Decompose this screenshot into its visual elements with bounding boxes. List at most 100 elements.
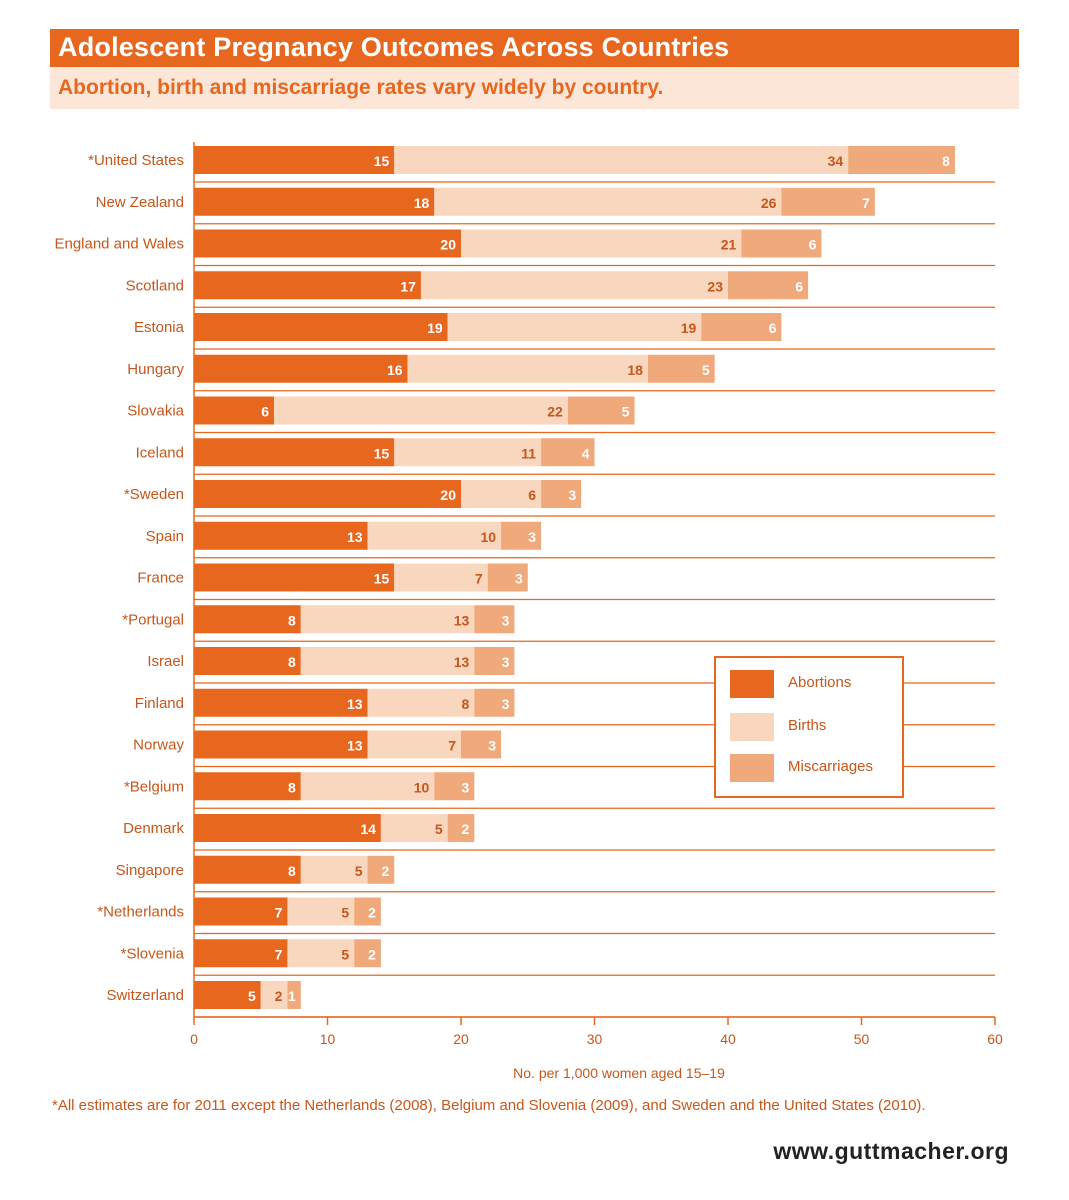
bar-births-sweden bbox=[461, 480, 542, 508]
category-label: England and Wales bbox=[54, 236, 184, 253]
data-label: 18 bbox=[414, 195, 430, 211]
category-label: Hungary bbox=[127, 361, 184, 378]
bar-births-israel bbox=[300, 647, 475, 675]
data-label: 3 bbox=[568, 487, 576, 503]
data-label: 3 bbox=[515, 571, 523, 587]
x-tick-label: 50 bbox=[854, 1031, 870, 1047]
x-tick-label: 20 bbox=[453, 1031, 469, 1047]
legend-swatch-miscarriages bbox=[730, 754, 774, 782]
data-label: 2 bbox=[381, 863, 389, 879]
bar-abortions-iceland bbox=[194, 438, 395, 467]
bar-births-iceland bbox=[394, 438, 542, 467]
data-label: 26 bbox=[761, 195, 777, 211]
bar-abortions-france bbox=[194, 563, 395, 592]
subtitle-bar: Abortion, birth and miscarriage rates va… bbox=[50, 67, 1019, 109]
bar-births-netherlands bbox=[287, 897, 355, 926]
data-label: 3 bbox=[502, 612, 510, 628]
bar-miscarriages-portugal bbox=[474, 605, 515, 634]
chart-title: Adolescent Pregnancy Outcomes Across Cou… bbox=[58, 32, 730, 62]
data-label: 13 bbox=[454, 654, 470, 670]
category-label: Norway bbox=[133, 737, 184, 754]
bar-miscarriages-estonia bbox=[701, 313, 782, 341]
bar-births-spain bbox=[367, 521, 502, 550]
bar-births-newzealand bbox=[434, 187, 782, 216]
data-label: 15 bbox=[374, 153, 390, 169]
category-label: *Netherlands bbox=[97, 904, 184, 921]
data-label: 3 bbox=[462, 779, 470, 795]
category-label: Israel bbox=[147, 653, 184, 670]
bar-miscarriages-france bbox=[487, 563, 528, 592]
bar-abortions-finland bbox=[194, 688, 368, 717]
x-tick-label: 40 bbox=[720, 1031, 736, 1047]
data-label: 17 bbox=[400, 278, 416, 294]
bar-abortions-switzerland bbox=[194, 981, 261, 1009]
legend-label-miscarriages: Miscarriages bbox=[788, 758, 874, 775]
data-label: 6 bbox=[261, 404, 269, 420]
data-label: 5 bbox=[341, 905, 349, 921]
data-label: 14 bbox=[360, 821, 376, 837]
category-label: Singapore bbox=[116, 862, 184, 879]
bar-abortions-denmark bbox=[194, 814, 381, 842]
data-label: 6 bbox=[795, 278, 803, 294]
data-label: 3 bbox=[502, 654, 510, 670]
bar-miscarriages-singapore bbox=[367, 855, 395, 884]
data-label: 2 bbox=[462, 821, 470, 837]
bar-births-unitedstates bbox=[394, 146, 849, 174]
bar-births-hungary bbox=[407, 354, 648, 383]
bar-miscarriages-denmark bbox=[447, 814, 475, 842]
source-url: www.guttmacher.org bbox=[773, 1138, 1009, 1164]
category-label: Scotland bbox=[126, 277, 184, 294]
data-label: 10 bbox=[480, 529, 496, 545]
data-label: 23 bbox=[707, 278, 723, 294]
category-label: Denmark bbox=[123, 820, 184, 837]
bar-abortions-norway bbox=[194, 730, 368, 759]
data-label: 34 bbox=[828, 153, 844, 169]
bar-miscarriages-switzerland bbox=[287, 981, 301, 1009]
bar-abortions-belgium bbox=[194, 772, 301, 801]
data-label: 16 bbox=[387, 362, 403, 378]
data-label: 22 bbox=[547, 404, 563, 420]
data-label: 15 bbox=[374, 445, 390, 461]
data-label: 8 bbox=[942, 153, 950, 169]
data-label: 8 bbox=[288, 863, 296, 879]
data-label: 6 bbox=[809, 237, 817, 253]
bar-births-estonia bbox=[447, 313, 702, 341]
data-label: 3 bbox=[502, 696, 510, 712]
bar-births-france bbox=[394, 563, 488, 592]
data-label: 5 bbox=[355, 863, 363, 879]
data-label: 5 bbox=[341, 946, 349, 962]
bar-abortions-spain bbox=[194, 521, 368, 550]
data-label: 7 bbox=[862, 195, 870, 211]
legend-swatch-births bbox=[730, 713, 774, 741]
category-label: New Zealand bbox=[96, 194, 184, 211]
bar-births-scotland bbox=[420, 271, 728, 300]
bar-abortions-newzealand bbox=[194, 187, 435, 216]
bar-abortions-singapore bbox=[194, 855, 301, 884]
bar-abortions-slovakia bbox=[194, 396, 275, 425]
data-label: 3 bbox=[528, 529, 536, 545]
category-label: *Portugal bbox=[122, 611, 184, 628]
data-label: 13 bbox=[454, 612, 470, 628]
chart-legend: Abortions Births Miscarriages bbox=[714, 656, 904, 798]
x-tick-label: 30 bbox=[587, 1031, 603, 1047]
bar-abortions-unitedstates bbox=[194, 146, 395, 174]
bar-abortions-sweden bbox=[194, 480, 461, 508]
data-label: 4 bbox=[582, 445, 590, 461]
legend-label-births: Births bbox=[788, 717, 827, 734]
data-label: 8 bbox=[288, 612, 296, 628]
category-label: France bbox=[137, 570, 184, 587]
category-label: *Slovenia bbox=[121, 945, 185, 962]
data-label: 13 bbox=[347, 696, 363, 712]
data-label: 2 bbox=[275, 988, 283, 1004]
bar-abortions-englandandwales bbox=[194, 229, 461, 258]
bar-abortions-estonia bbox=[194, 313, 448, 341]
legend-swatch-abortions bbox=[730, 670, 774, 698]
bar-births-denmark bbox=[380, 814, 448, 842]
data-label: 20 bbox=[440, 237, 456, 253]
data-label: 8 bbox=[288, 779, 296, 795]
bar-abortions-israel bbox=[194, 647, 301, 675]
data-label: 21 bbox=[721, 237, 737, 253]
category-label: *Belgium bbox=[124, 778, 184, 795]
bar-miscarriages-slovenia bbox=[354, 939, 381, 968]
category-label: *Sweden bbox=[124, 486, 184, 503]
